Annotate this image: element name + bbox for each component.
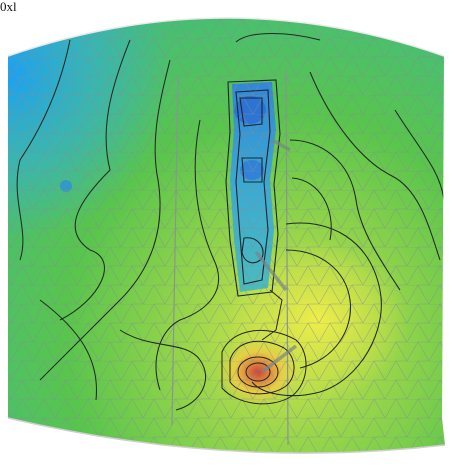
- contour-line: [251, 222, 382, 397]
- contour-line: [245, 362, 271, 382]
- contour-line: [59, 39, 131, 321]
- contour-line: [394, 109, 445, 201]
- contour-line: [261, 289, 283, 341]
- crack-lines: [254, 138, 298, 374]
- contour-lines: [16, 32, 445, 411]
- contour-line: [235, 32, 321, 43]
- bottom-edge: [7, 417, 446, 454]
- contour-line: [285, 249, 352, 369]
- contour-line: [289, 139, 401, 291]
- hot-spot-contours: [221, 289, 307, 405]
- contour-line: [239, 97, 263, 127]
- contour-line: [39, 299, 98, 401]
- contour-line: [39, 59, 171, 381]
- crack: [260, 344, 298, 374]
- seam-right: [285, 67, 289, 446]
- contour-line: [235, 89, 271, 285]
- top-edge: [7, 17, 445, 57]
- contour-line: [237, 356, 279, 388]
- crack: [271, 138, 291, 152]
- contour-line: [241, 157, 263, 183]
- contour-line: [221, 329, 307, 405]
- contour-line: [16, 39, 71, 261]
- seam-left: [171, 77, 179, 426]
- contour-line: [291, 177, 332, 241]
- figure-label: 0xl: [0, 0, 17, 14]
- crack: [254, 250, 288, 292]
- contour-line: [229, 340, 295, 395]
- contour-line: [119, 329, 206, 411]
- contour-line: [309, 71, 441, 261]
